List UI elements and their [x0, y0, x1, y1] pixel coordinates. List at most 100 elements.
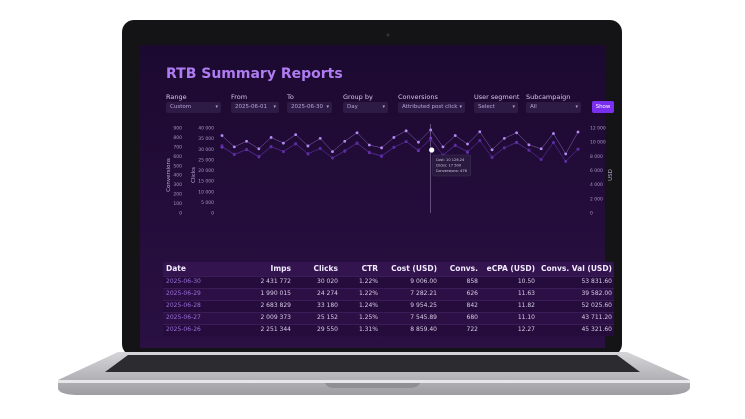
axis-title: USD [608, 169, 614, 181]
page-title: RTB Summary Reports [166, 66, 343, 82]
filter-label: User segment [474, 93, 520, 101]
y-tick-label: 100 [173, 201, 182, 207]
table-cell: 12.27 [517, 326, 535, 333]
data-point [380, 146, 383, 150]
series-line [221, 137, 579, 162]
table-cell: 52 025.60 [581, 302, 612, 309]
column-header: eCPA (USD) [486, 264, 535, 273]
table-cell: 33 180 [317, 302, 338, 309]
data-point [257, 147, 261, 151]
filter-label: Subcampaign [526, 93, 571, 101]
data-point [453, 143, 457, 147]
table-cell: 53 831.60 [581, 278, 612, 285]
data-point [232, 145, 236, 149]
data-point [220, 134, 224, 137]
table-cell: 1.22% [358, 290, 378, 297]
y-tick-label: 500 [173, 163, 182, 169]
filter-select[interactable]: Attributed post click [398, 102, 465, 113]
table-cell: 842 [466, 302, 478, 309]
data-point [392, 136, 396, 139]
y-tick-label: 20 000 [198, 168, 214, 174]
data-point [466, 149, 469, 153]
table-cell: 2025-06-28 [166, 302, 201, 309]
table-cell: 10.50 [517, 278, 535, 285]
y-tick-label: 5 000 [201, 200, 214, 206]
series-line [221, 139, 579, 162]
data-point [355, 131, 359, 135]
column-header: CTR [361, 264, 378, 273]
data-point [318, 136, 322, 140]
filter-select[interactable]: Select [474, 102, 518, 113]
table-cell: 680 [466, 314, 478, 321]
table-cell: 29 550 [317, 326, 338, 333]
notch [325, 383, 420, 388]
tooltip [432, 154, 471, 177]
column-header: Convs. Val (USD) [540, 264, 612, 273]
filter-label: From [231, 93, 248, 101]
data-point [527, 143, 531, 147]
table-row-bg [163, 324, 614, 336]
y-tick-label: 2 000 [590, 196, 603, 202]
column-header: Convs. [449, 264, 478, 273]
data-point [220, 144, 224, 148]
data-point [232, 152, 236, 156]
table-cell: 1.31% [358, 326, 378, 333]
data-point [515, 131, 519, 135]
filter-label: To [287, 93, 294, 101]
y-tick-label: 10 000 [590, 140, 606, 146]
filter-select[interactable]: 2025-06-01 [231, 102, 279, 113]
data-point [343, 149, 347, 153]
filter-select[interactable]: Custom [166, 102, 221, 113]
keyboard [105, 355, 640, 372]
data-point [502, 146, 506, 150]
table-cell: 2025-06-29 [166, 290, 201, 297]
data-point [429, 128, 433, 132]
table-cell: 858 [466, 278, 478, 285]
data-point [576, 130, 580, 134]
data-point [306, 152, 310, 155]
table-cell: 7 545.89 [410, 314, 437, 321]
data-point [478, 130, 482, 134]
data-point [429, 138, 433, 142]
tooltip-text: Clicks: 17 500 [436, 164, 462, 168]
column-header: Cost (USD) [391, 264, 437, 273]
y-tick-label: 300 [173, 182, 182, 188]
table-cell: 1.22% [358, 278, 378, 285]
data-point [417, 148, 420, 152]
table-cell: 626 [466, 290, 478, 297]
y-tick-label: 35 000 [198, 136, 214, 142]
data-point [564, 152, 568, 156]
y-tick-label: 6 000 [590, 168, 603, 174]
data-point [294, 142, 298, 145]
data-point [355, 141, 359, 145]
filter-select[interactable]: All [526, 102, 581, 113]
show-button[interactable]: Show [592, 101, 614, 113]
data-point [490, 148, 494, 152]
data-point [539, 147, 543, 151]
filter-label: Conversions [398, 93, 438, 101]
y-tick-label: 4 000 [590, 182, 603, 188]
filter-select[interactable]: Day [343, 102, 388, 113]
table-cell: 2025-06-26 [166, 326, 201, 333]
data-point [478, 139, 482, 143]
table-cell: 7 282.21 [410, 290, 437, 297]
data-point [392, 145, 396, 149]
filter-select[interactable]: 2025-06-30 [287, 102, 332, 113]
column-header: Clicks [313, 264, 338, 273]
camera [386, 33, 390, 37]
table-cell: 2025-06-30 [166, 278, 201, 285]
table-cell: 2 009 373 [260, 314, 291, 321]
table-cell: 9 954.25 [410, 302, 437, 309]
table-row-bg [163, 288, 614, 300]
data-point [281, 141, 285, 145]
y-tick-label: 700 [173, 144, 182, 150]
y-tick-label: 800 [173, 135, 182, 141]
table-cell: 2 683 829 [260, 302, 291, 309]
tooltip-text: Conversions: 476 [436, 169, 468, 173]
data-point [318, 147, 322, 150]
table-cell: 2 431 772 [260, 278, 291, 285]
front-edge [58, 380, 690, 383]
data-point [502, 136, 506, 140]
table-cell: 30 020 [317, 278, 338, 285]
table-cell: 24 274 [317, 290, 338, 297]
